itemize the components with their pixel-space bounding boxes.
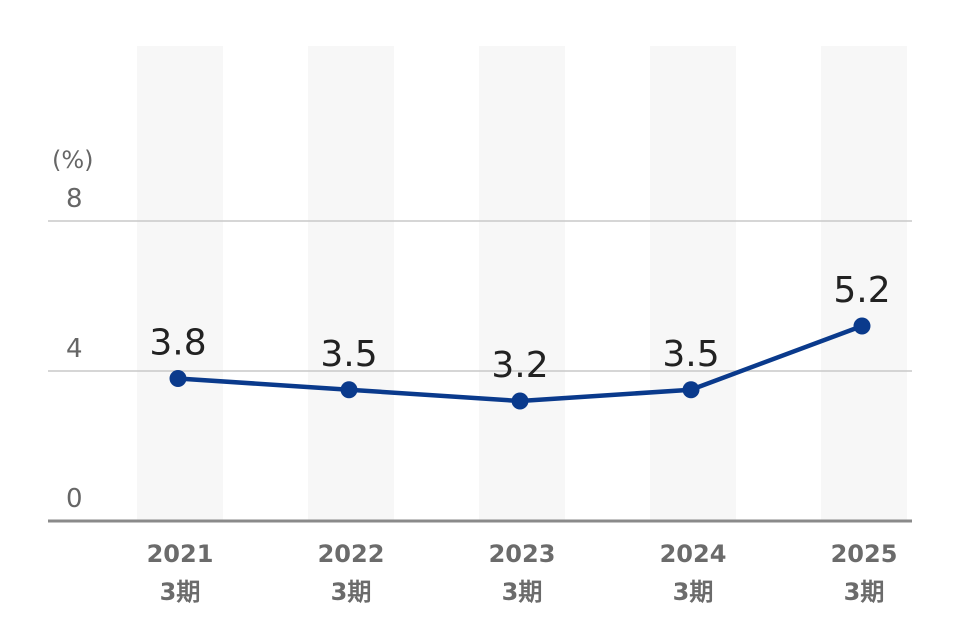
data-point: [682, 381, 700, 399]
x-tick-label-period: 3期: [160, 578, 201, 606]
x-tick-label-year: 2022: [318, 540, 385, 568]
x-tick-label-year: 2023: [489, 540, 556, 568]
data-point: [853, 317, 871, 335]
y-tick-labels: 0 4 8: [66, 184, 83, 514]
y-unit-label: (%): [52, 146, 94, 174]
data-point: [169, 370, 187, 387]
y-tick-label: 4: [66, 334, 83, 364]
column-band: [308, 46, 394, 521]
data-labels: 3.8 3.5 3.2 3.5 5.2: [149, 270, 890, 386]
x-category-labels: 2021 3期 2022 3期 2023 3期 2024 3期 2025 3期: [147, 540, 898, 606]
gridlines: [48, 220, 912, 372]
data-label: 3.2: [491, 345, 548, 386]
x-tick-label-year: 2024: [660, 540, 727, 568]
x-tick-label-period: 3期: [331, 578, 372, 606]
column-bands: [137, 46, 907, 521]
x-tick-label-year: 2021: [147, 540, 214, 568]
y-tick-label: 8: [66, 184, 83, 214]
data-point: [340, 381, 358, 399]
data-label: 3.5: [320, 334, 377, 375]
data-points: [169, 317, 871, 410]
data-label: 3.5: [662, 334, 719, 375]
x-tick-label-period: 3期: [673, 578, 714, 606]
x-tick-label-period: 3期: [502, 578, 543, 606]
column-band: [479, 46, 565, 521]
column-band: [137, 46, 223, 521]
x-tick-label-year: 2025: [831, 540, 898, 568]
data-point: [511, 392, 529, 410]
column-band: [821, 46, 907, 521]
data-label: 5.2: [833, 270, 890, 311]
y-tick-label: 0: [66, 484, 83, 514]
data-label: 3.8: [149, 323, 206, 364]
x-tick-label-period: 3期: [844, 578, 885, 606]
column-band: [650, 46, 736, 521]
